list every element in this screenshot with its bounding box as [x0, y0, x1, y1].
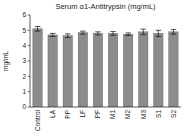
- error-bar: [140, 29, 146, 35]
- error-cap: [80, 34, 86, 35]
- x-tick-label: M1: [109, 110, 116, 119]
- bar: [154, 33, 163, 107]
- error-line: [97, 32, 98, 35]
- error-bar: [35, 27, 41, 32]
- error-bar: [171, 30, 177, 35]
- bar: [93, 33, 102, 107]
- x-tick-label: Control: [34, 109, 41, 131]
- y-tick-label: 2: [22, 73, 26, 80]
- error-line: [158, 30, 159, 36]
- error-cap: [156, 30, 162, 31]
- y-tick-label: 6: [22, 11, 26, 18]
- bar: [139, 32, 148, 107]
- error-cap: [95, 34, 101, 35]
- error-line: [52, 33, 53, 36]
- error-bar: [125, 33, 131, 35]
- error-cap: [50, 36, 56, 37]
- bar: [33, 29, 42, 107]
- x-tick-label: M3: [140, 110, 147, 119]
- error-line: [173, 30, 174, 35]
- error-bar: [156, 30, 162, 36]
- error-line: [113, 32, 114, 36]
- error-bar: [80, 31, 86, 34]
- error-line: [143, 29, 144, 35]
- bar: [78, 33, 87, 107]
- error-bar: [110, 32, 116, 36]
- bar: [48, 35, 57, 107]
- y-tick-label: 5: [22, 27, 26, 34]
- x-tick-label: PP: [64, 110, 71, 119]
- error-line: [128, 33, 129, 35]
- y-tick-label: 4: [22, 42, 26, 49]
- error-line: [37, 27, 38, 32]
- title: Serum α1-Antitrypsin (mg/mL): [55, 2, 156, 11]
- y-tick-label: 1: [22, 88, 26, 95]
- error-cap: [65, 37, 71, 38]
- y-tick-label: 0: [22, 103, 26, 110]
- y-axis: [30, 15, 31, 107]
- error-cap: [140, 34, 146, 35]
- error-cap: [125, 32, 131, 33]
- bar: [169, 32, 178, 107]
- bar: [63, 36, 72, 107]
- error-cap: [140, 29, 146, 30]
- chart: Serum α1-Antitrypsin (mg/mL) mg/mL 0 1 2 3 4 5 6…: [0, 0, 185, 140]
- x-tick-label: S2: [170, 110, 177, 118]
- y-tick-label: 3: [22, 57, 26, 64]
- error-bar: [95, 32, 101, 35]
- x-tick-label: LF: [79, 110, 86, 118]
- bars: [33, 27, 178, 108]
- x-tick-label: LA: [49, 109, 56, 118]
- error-cap: [35, 31, 41, 32]
- error-cap: [80, 31, 86, 32]
- x-tick-label: M2: [124, 110, 131, 119]
- error-cap: [65, 33, 71, 34]
- y-axis-label: mg/mL: [2, 51, 10, 71]
- error-cap: [171, 29, 177, 30]
- error-cap: [50, 33, 56, 34]
- x-tick-label: S1: [155, 110, 162, 118]
- error-cap: [171, 34, 177, 35]
- error-bar: [65, 34, 71, 38]
- error-line: [82, 31, 83, 34]
- x-axis: [30, 107, 181, 108]
- error-line: [67, 34, 68, 38]
- error-cap: [110, 31, 116, 32]
- x-tick-label: PF: [94, 110, 101, 118]
- bar: [108, 33, 117, 107]
- error-cap: [125, 35, 131, 36]
- error-bar: [50, 33, 56, 36]
- error-cap: [95, 31, 101, 32]
- error-cap: [35, 26, 41, 27]
- error-cap: [110, 35, 116, 36]
- error-cap: [156, 36, 162, 37]
- chart-root: Serum α1-Antitrypsin (mg/mL) mg/mL 0 1 2 3 4 5 6…: [0, 0, 185, 140]
- bar: [123, 34, 132, 107]
